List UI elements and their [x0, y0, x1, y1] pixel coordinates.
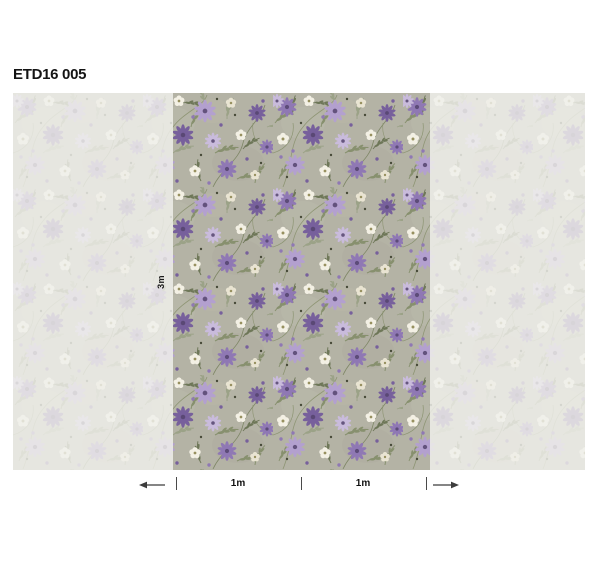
wallpaper-preview: 3m — [13, 93, 585, 470]
left-arrow-icon — [139, 481, 165, 489]
height-dimension-label: 3m — [156, 275, 166, 289]
faded-left-panel — [13, 93, 173, 470]
ruler-tick-middle — [301, 477, 302, 490]
width-segment-label-1: 1m — [230, 478, 246, 489]
ruler-tick-left — [176, 477, 177, 490]
width-dimension-ruler: 1m 1m — [13, 473, 585, 493]
faded-right-panel — [430, 93, 585, 470]
right-arrow-icon — [433, 481, 459, 489]
product-code: ETD16 005 — [13, 66, 87, 83]
wallpaper-pattern-image — [13, 93, 585, 470]
width-segment-label-2: 1m — [355, 478, 371, 489]
ruler-tick-right — [426, 477, 427, 490]
